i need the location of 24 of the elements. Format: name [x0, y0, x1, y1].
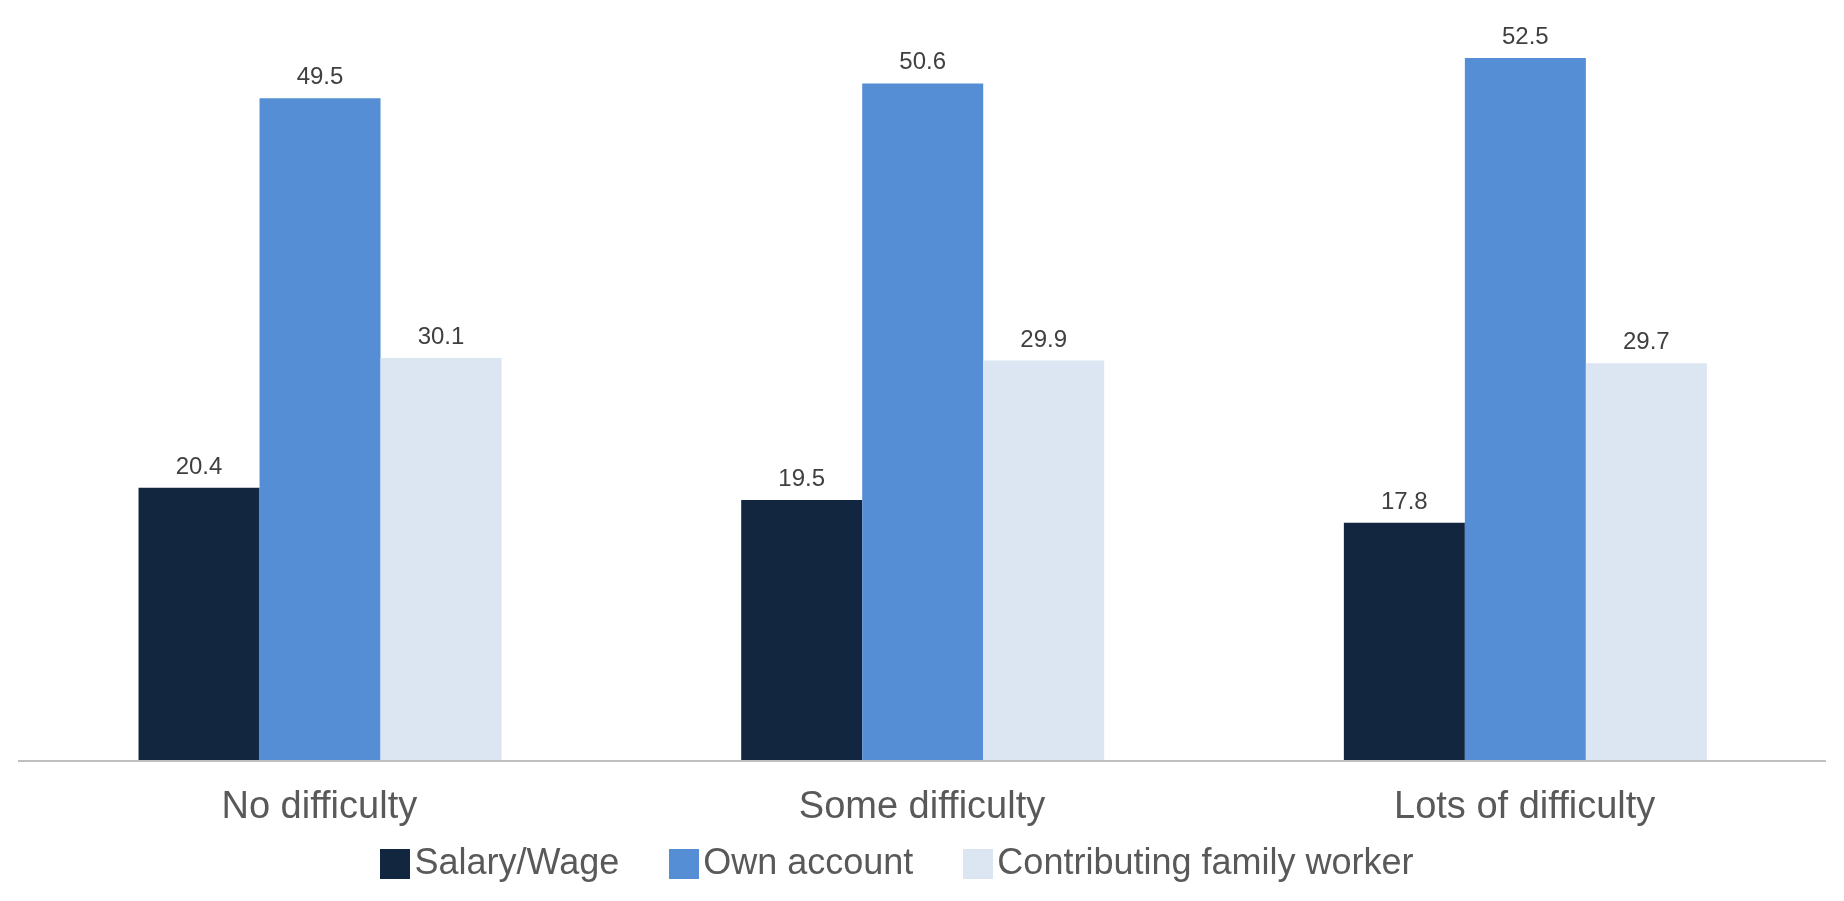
x-tick-label: Lots of difficulty: [1394, 783, 1656, 826]
data-label: 50.6: [899, 47, 947, 75]
x-tick-label: Some difficulty: [798, 783, 1046, 826]
bar: [1464, 58, 1586, 761]
data-label: 52.5: [1502, 22, 1549, 49]
bar: [983, 360, 1105, 761]
legend-label: Contributing family worker: [997, 841, 1414, 882]
bar: [862, 83, 984, 761]
data-label: 29.7: [1623, 327, 1670, 355]
data-label: 49.5: [296, 62, 344, 90]
data-label: 20.4: [175, 451, 223, 479]
legend-label: Own account: [703, 841, 914, 882]
bar: [259, 98, 381, 761]
bar: [1585, 363, 1707, 761]
data-label: 30.1: [417, 321, 465, 349]
legend-label: Salary/Wage: [414, 841, 620, 882]
x-tick-label: No difficulty: [221, 783, 418, 826]
bar: [138, 487, 260, 761]
bar: [741, 499, 863, 761]
bar: [1343, 522, 1465, 761]
data-label: 17.8: [1381, 486, 1428, 514]
bar: [380, 357, 502, 761]
data-label: 29.9: [1020, 324, 1068, 352]
data-label: 19.5: [778, 463, 826, 491]
